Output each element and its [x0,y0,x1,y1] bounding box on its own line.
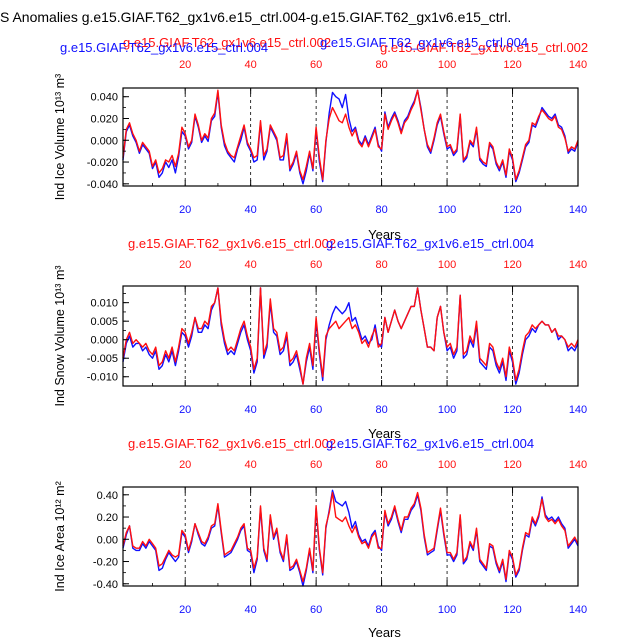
x-tick-label: 140 [569,404,587,416]
x-tick-label: 100 [438,404,456,416]
x-tick-label-top: 140 [569,259,587,271]
series-line-red [122,287,579,385]
plot-frame [122,285,579,387]
x-tick-label-top: 60 [310,59,322,71]
x-tick-label-top: 40 [245,59,257,71]
x-tick-label-top: 100 [438,259,456,271]
x-tick-label-top: 80 [375,59,387,71]
panel-title-red: g.e15.GIAF.T62_gx1v6.e15_ctrl.002 [128,436,336,451]
plot-frame [122,486,579,587]
x-tick-label: 40 [245,404,257,416]
x-tick-label-top: 140 [569,59,587,71]
x-tick-label-top: 100 [438,59,456,71]
chart-panel-3: -0.40 -0.20 0.00 0.20 0.40 20 20 40 40 60 60 80 80 10… [53,436,587,638]
panel-title-red: g.e15.GIAF.T62_gx1v6.e15_ctrl.002 [123,35,331,50]
y-tick-label: -0.040 [87,179,118,191]
series-line-red [122,491,579,583]
x-tick-label: 120 [503,404,521,416]
x-axis-label: Years [368,625,401,638]
x-tick-label-top: 20 [179,459,191,471]
panel-title-blue-right: g.e15.GIAF.T62_gx1v6.e15_ctrl.004 [320,35,528,50]
y-tick-label: -0.005 [87,353,118,365]
y-tick-label: 0.000 [90,335,118,347]
x-tick-label: 100 [438,204,456,216]
x-tick-label-top: 20 [179,259,191,271]
x-tick-label: 40 [245,604,257,616]
series-line-blue [122,287,579,385]
x-tick-label-top: 40 [245,259,257,271]
x-tick-label-top: 120 [503,459,521,471]
x-tick-label: 60 [310,404,322,416]
chart-panel-2: -0.010 -0.005 0.000 0.005 0.010 20 20 40 40 60 60 8… [53,236,587,441]
x-tick-label-top: 120 [503,59,521,71]
series-line-blue [122,89,579,185]
x-tick-label: 100 [438,604,456,616]
x-tick-label-top: 20 [179,59,191,71]
panel-title-blue: g.e15.GIAF.T62_gx1v6.e15_ctrl.004 [326,436,534,451]
x-axis-label: Years [368,227,401,242]
x-tick-label: 60 [310,204,322,216]
y-tick-label: -0.010 [87,372,118,384]
x-tick-label-top: 60 [310,459,322,471]
x-tick-label-top: 140 [569,459,587,471]
x-tick-label: 120 [503,204,521,216]
x-tick-label: 140 [569,604,587,616]
y-tick-label: 0.00 [97,534,118,546]
x-tick-label-top: 80 [375,459,387,471]
y-tick-label: 0.020 [90,113,118,125]
y-tick-label: 0.20 [97,512,118,524]
panel-title-red: g.e15.GIAF.T62_gx1v6.e15_ctrl.002 [128,236,336,251]
y-tick-label: 0.010 [90,298,118,310]
x-axis-label: Years [368,426,401,441]
x-tick-label-top: 40 [245,459,257,471]
y-tick-label: -0.020 [87,157,118,169]
x-tick-label-top: 60 [310,259,322,271]
chart-panel-1: -0.040 -0.020 0.000 0.020 0.040 20 20 40 40 60 60 8… [53,35,588,242]
y-tick-label: 0.005 [90,316,118,328]
y-tick-label: 0.40 [97,490,118,502]
series-line-red [122,89,579,181]
x-tick-label: 40 [245,204,257,216]
plot-frame [122,87,579,187]
panel-title-blue: g.e15.GIAF.T62_gx1v6.e15_ctrl.004 [60,40,268,55]
x-tick-label-top: 100 [438,459,456,471]
x-tick-label: 80 [375,204,387,216]
y-tick-label: -0.20 [93,557,118,569]
x-tick-label: 140 [569,204,587,216]
x-tick-label-top: 80 [375,259,387,271]
x-tick-label: 80 [375,404,387,416]
x-tick-label-top: 120 [503,259,521,271]
y-axis-label: Ind Ice Area 10¹² m² [53,481,67,591]
y-tick-label: 0.040 [90,92,118,104]
figure-title: S Anomalies g.e15.GIAF.T62_gx1v6.e15_ctr… [0,9,511,25]
x-tick-label: 80 [375,604,387,616]
x-tick-label: 120 [503,604,521,616]
panel-title-red-right: g.e15.GIAF.T62_gx1v6.e15_ctrl.002 [380,40,588,55]
y-axis-label: Ind Ice Volume 10¹³ m³ [53,74,67,200]
x-tick-label: 20 [179,204,191,216]
y-tick-label: -0.40 [93,579,118,591]
panel-title-blue: g.e15.GIAF.T62_gx1v6.e15_ctrl.004 [326,236,534,251]
x-tick-label: 60 [310,604,322,616]
x-tick-label: 20 [179,604,191,616]
y-axis-label: Ind Snow Volume 10¹³ m³ [53,265,67,406]
x-tick-label: 20 [179,404,191,416]
y-tick-label: 0.000 [90,135,118,147]
